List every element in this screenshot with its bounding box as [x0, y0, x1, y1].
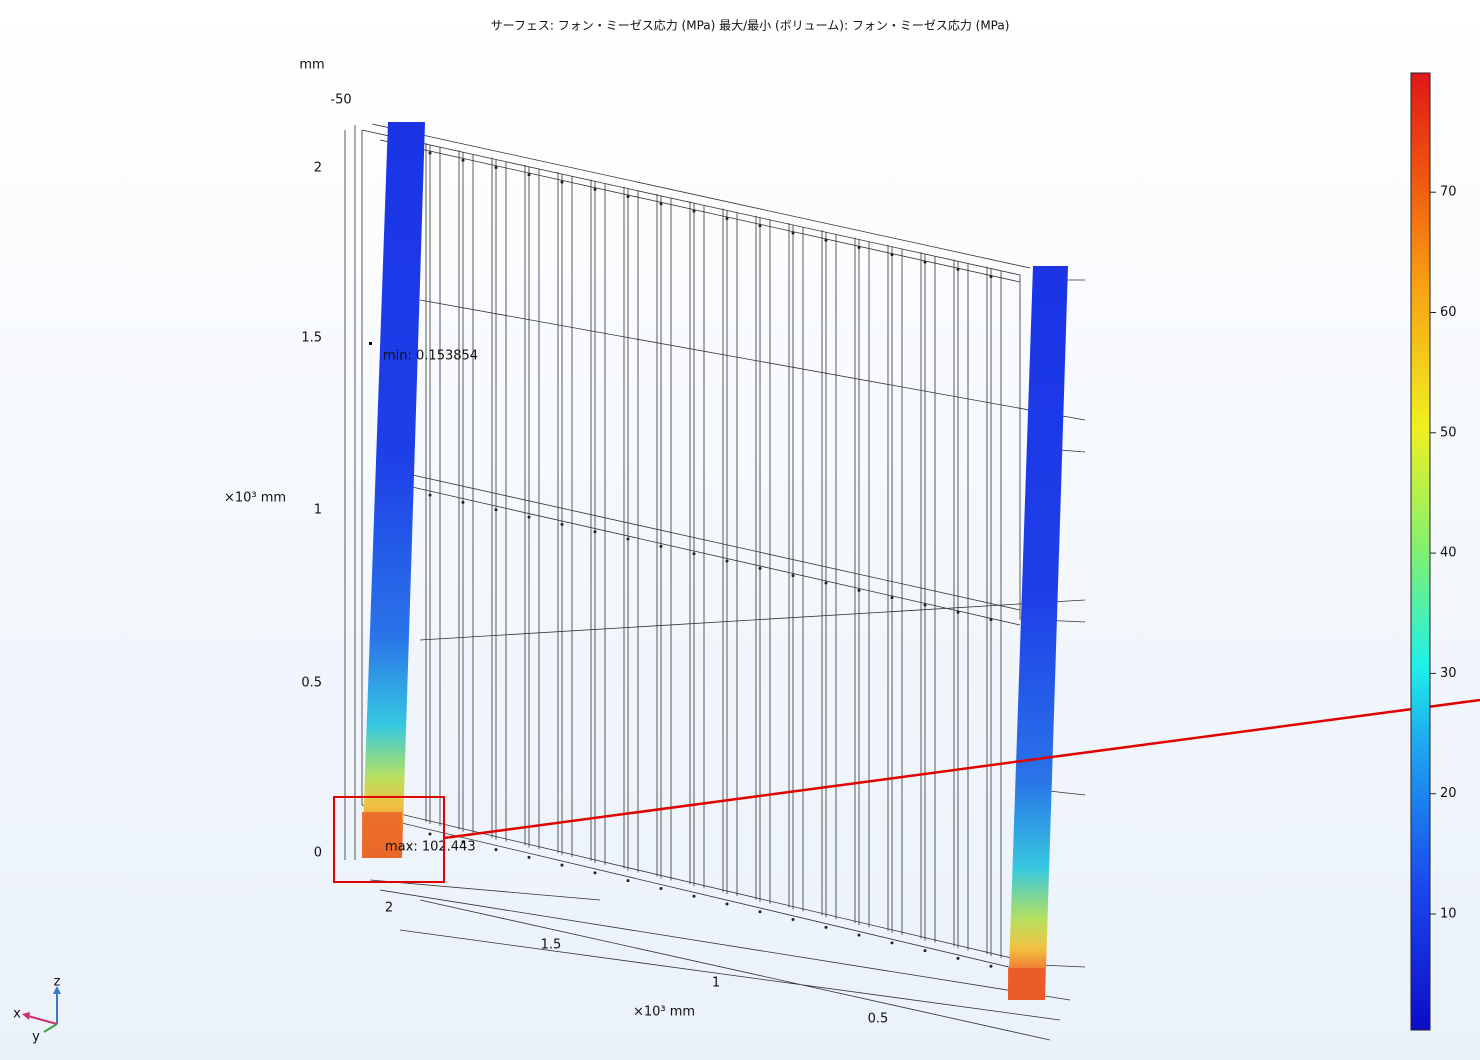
colorbar	[1411, 73, 1430, 1030]
bolt	[726, 902, 729, 905]
x-tick: 1	[712, 976, 720, 991]
bolt	[660, 202, 663, 205]
bolt	[528, 516, 531, 519]
bolt	[924, 603, 927, 606]
triad-z: z	[54, 975, 61, 990]
z-tick: 1.5	[301, 331, 322, 346]
z-tick: 1	[314, 503, 322, 518]
bolt	[693, 552, 696, 555]
x-tick: 2	[385, 901, 393, 916]
bolt	[759, 910, 762, 913]
bolt	[627, 538, 630, 541]
bolt	[858, 589, 861, 592]
triad-y: y	[32, 1030, 40, 1045]
bolt	[561, 181, 564, 184]
min-point	[369, 342, 372, 345]
triad-x: x	[13, 1007, 21, 1022]
bolt	[990, 275, 993, 278]
min-label: min: 0.153854	[383, 349, 478, 364]
bolt	[825, 239, 828, 242]
bolt	[660, 887, 663, 890]
x-scale-label: ×10³ mm	[633, 1005, 695, 1020]
bolt	[792, 231, 795, 234]
bolt	[825, 926, 828, 929]
graphics-window: サーフェス: フォン・ミーゼス応力 (MPa) 最大/最小 (ボリューム): フ…	[0, 0, 1480, 1060]
colorbar-tick-label: 50	[1440, 425, 1457, 440]
colorbar-tick-label: 10	[1440, 907, 1457, 922]
bolt	[528, 173, 531, 176]
x-tick: 1.5	[541, 938, 562, 953]
bolt	[726, 217, 729, 220]
z-tick: 2	[314, 161, 322, 176]
bolt	[627, 879, 630, 882]
bolt	[957, 611, 960, 614]
bolt	[726, 560, 729, 563]
bolt	[792, 918, 795, 921]
z-tick: 0	[314, 846, 322, 861]
bolt	[891, 253, 894, 256]
bolt	[594, 188, 597, 191]
bolt	[990, 965, 993, 968]
bolt	[924, 261, 927, 264]
bolt	[462, 501, 465, 504]
colorbar-tick-label: 60	[1440, 305, 1457, 320]
bolt	[528, 856, 531, 859]
bolt	[561, 523, 564, 526]
bolt	[792, 574, 795, 577]
bolt	[561, 864, 564, 867]
bolt	[957, 957, 960, 960]
z-scale-label: ×10³ mm	[224, 491, 286, 506]
bolt	[759, 224, 762, 227]
colorbar-tick-label: 70	[1440, 185, 1457, 200]
bolt	[429, 151, 432, 154]
colorbar-tick-label: 30	[1440, 666, 1457, 681]
bolt	[858, 934, 861, 937]
plot-title: サーフェス: フォン・ミーゼス応力 (MPa) 最大/最小 (ボリューム): フ…	[491, 19, 1010, 33]
x-tick: 0.5	[868, 1012, 889, 1027]
bolt	[462, 159, 465, 162]
max-label: max: 102.443	[385, 840, 476, 855]
bolt	[693, 210, 696, 213]
bolt	[429, 494, 432, 497]
background	[0, 0, 1480, 1060]
bolt	[825, 582, 828, 585]
z-offset: -50	[330, 93, 351, 108]
bolt	[627, 195, 630, 198]
right-base	[1008, 968, 1045, 1000]
colorbar-tick-label: 40	[1440, 546, 1457, 561]
bolt	[660, 545, 663, 548]
bolt	[924, 949, 927, 952]
bolt	[495, 508, 498, 511]
bolt	[594, 871, 597, 874]
bolt	[858, 246, 861, 249]
z-tick: 0.5	[301, 676, 322, 691]
bolt	[594, 530, 597, 533]
bolt	[495, 848, 498, 851]
bolt	[693, 895, 696, 898]
bolt	[759, 567, 762, 570]
bolt	[495, 166, 498, 169]
colorbar-tick-label: 20	[1440, 786, 1457, 801]
bolt	[891, 596, 894, 599]
bolt	[891, 941, 894, 944]
bolt	[990, 618, 993, 621]
bolt	[957, 268, 960, 271]
z-unit: mm	[299, 58, 324, 73]
bolt	[429, 833, 432, 836]
